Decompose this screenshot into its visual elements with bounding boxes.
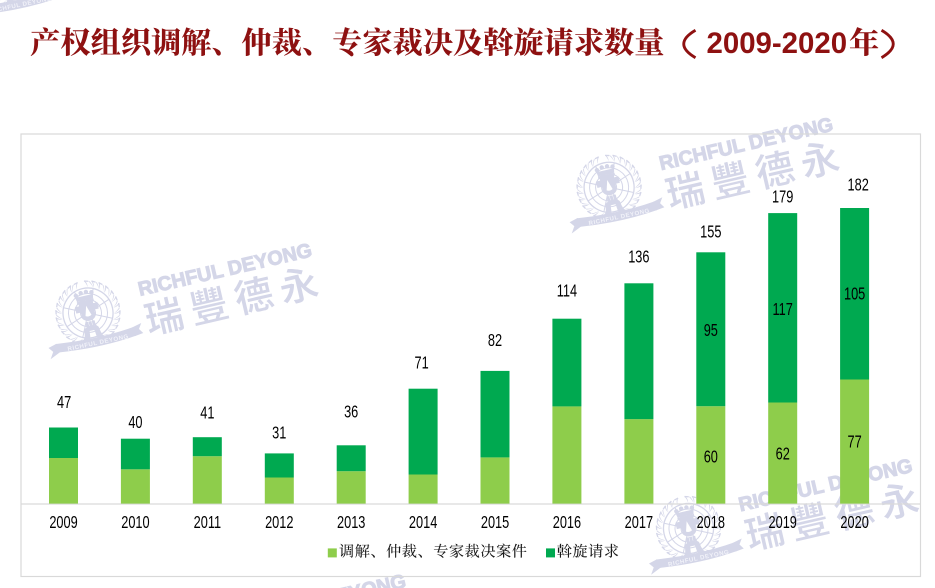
svg-text:41: 41 — [200, 403, 214, 422]
svg-text:2013: 2013 — [337, 513, 365, 532]
svg-text:2009: 2009 — [49, 513, 77, 532]
svg-text:40: 40 — [128, 413, 142, 432]
svg-text:2012: 2012 — [265, 513, 293, 532]
svg-text:82: 82 — [488, 331, 502, 350]
svg-text:2019: 2019 — [769, 513, 797, 532]
svg-text:62: 62 — [776, 445, 790, 464]
svg-text:105: 105 — [844, 285, 865, 304]
svg-text:36: 36 — [344, 402, 358, 421]
svg-text:2014: 2014 — [409, 513, 438, 532]
svg-text:2010: 2010 — [121, 513, 149, 532]
svg-text:2018: 2018 — [697, 513, 725, 532]
svg-text:136: 136 — [628, 248, 649, 267]
svg-text:60: 60 — [704, 447, 718, 466]
svg-text:77: 77 — [848, 432, 862, 451]
svg-text:2017: 2017 — [625, 513, 653, 532]
svg-text:2015: 2015 — [481, 513, 509, 532]
svg-text:2011: 2011 — [194, 513, 221, 532]
svg-text:2009-2020: 2009-2020 — [707, 27, 848, 60]
svg-text:155: 155 — [700, 223, 721, 242]
svg-text:117: 117 — [773, 300, 793, 319]
svg-text:31: 31 — [272, 424, 286, 443]
svg-text:2020: 2020 — [840, 513, 868, 532]
svg-text:179: 179 — [772, 188, 793, 207]
svg-text:2016: 2016 — [553, 513, 581, 532]
svg-text:47: 47 — [57, 393, 71, 412]
svg-text:182: 182 — [848, 176, 869, 195]
svg-text:95: 95 — [704, 321, 718, 340]
svg-text:114: 114 — [557, 281, 578, 300]
svg-text:71: 71 — [414, 354, 428, 373]
